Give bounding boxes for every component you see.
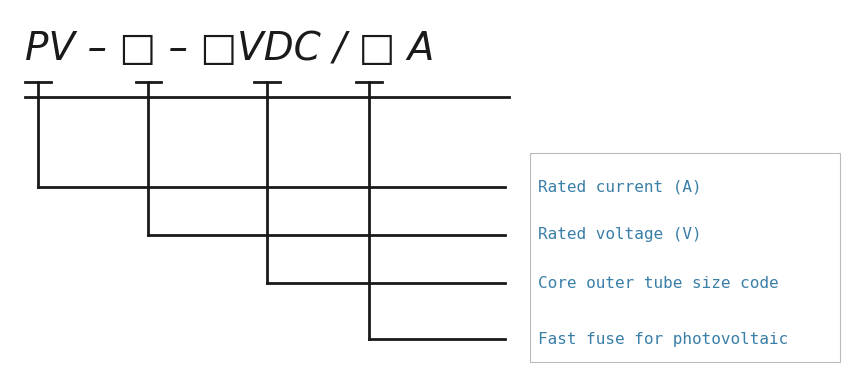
Bar xyxy=(530,153,840,362)
Text: Core outer tube size code: Core outer tube size code xyxy=(538,276,779,291)
Text: Fast fuse for photovoltaic: Fast fuse for photovoltaic xyxy=(538,332,789,347)
Text: Rated voltage (V): Rated voltage (V) xyxy=(538,228,702,242)
Text: PV – □ – □VDC / □ A: PV – □ – □VDC / □ A xyxy=(25,30,435,68)
Text: Rated current (A): Rated current (A) xyxy=(538,179,702,194)
